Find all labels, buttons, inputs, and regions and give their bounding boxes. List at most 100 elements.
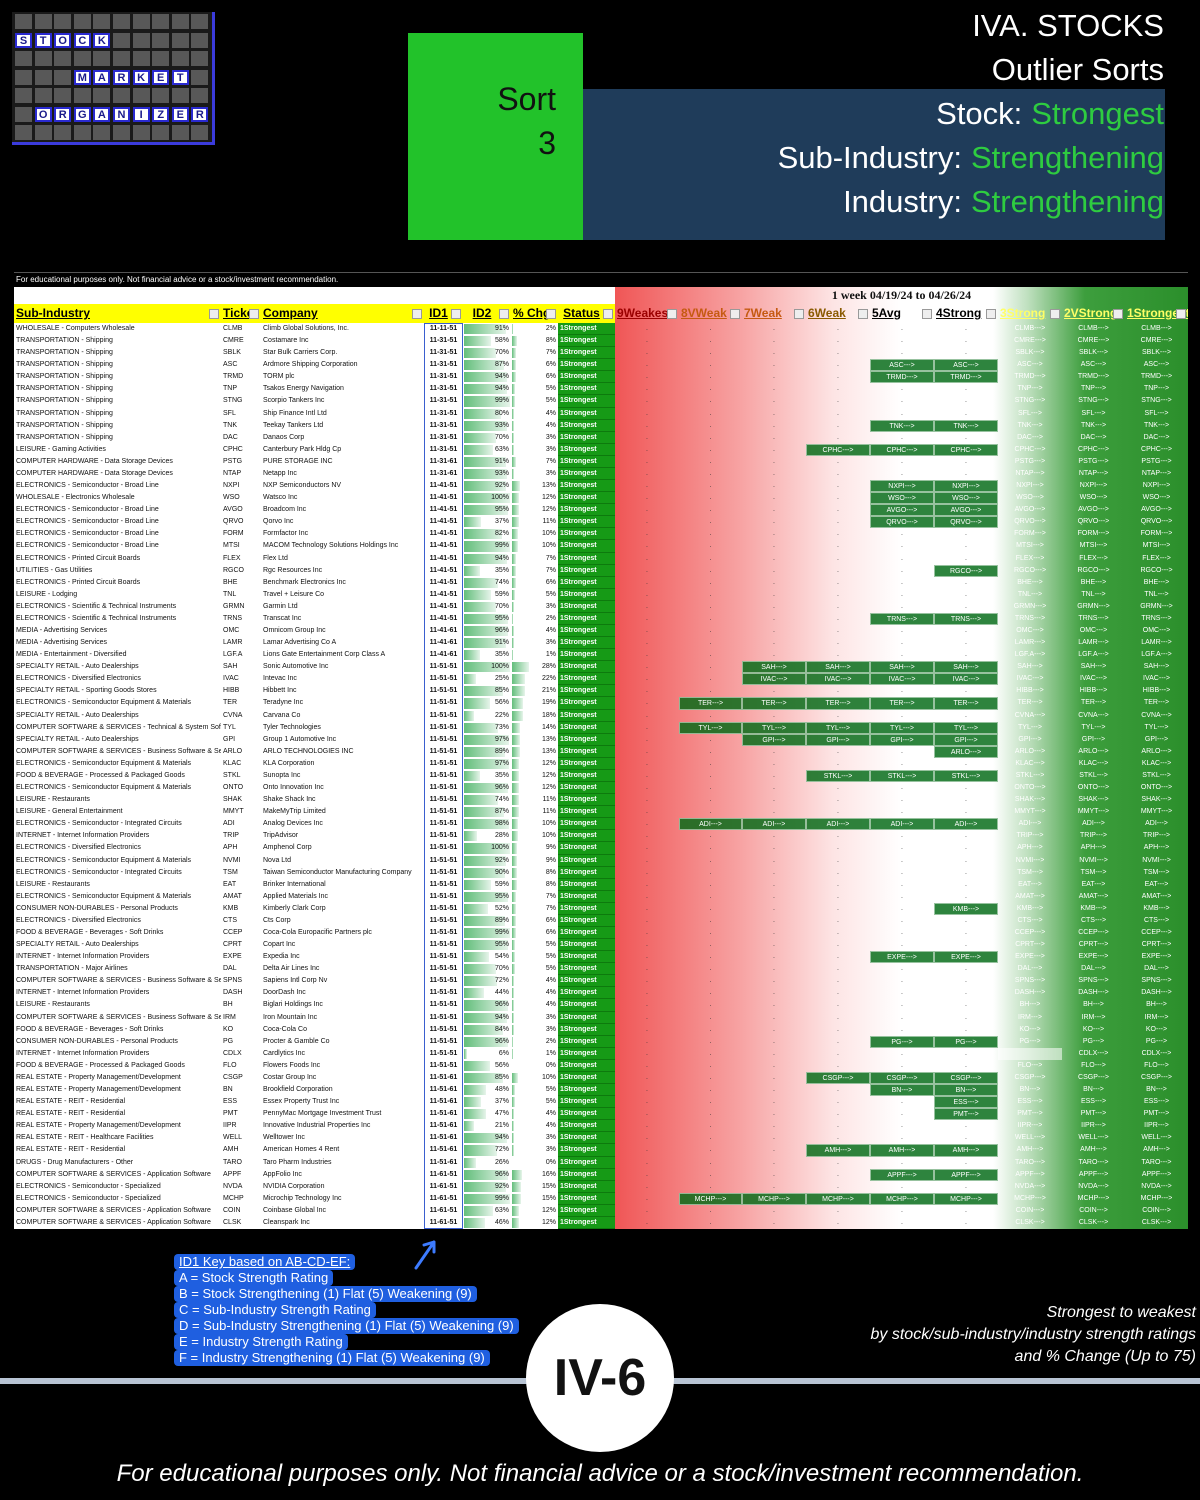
ticker-marker: TYL---> bbox=[679, 721, 742, 734]
ticker-marker: CSGP---> bbox=[806, 1071, 870, 1085]
logo-tile bbox=[132, 51, 150, 66]
key-line: ID1 Key based on AB-CD-EF: bbox=[174, 1254, 356, 1270]
logo-letter: C bbox=[73, 32, 91, 48]
empty-marker: . bbox=[965, 337, 967, 345]
empty-marker: . bbox=[901, 530, 903, 538]
id2-bar bbox=[464, 517, 482, 528]
empty-marker: . bbox=[773, 542, 775, 550]
criteria-label: Sub-Industry: bbox=[777, 140, 962, 175]
empty-marker: . bbox=[646, 953, 648, 961]
id1: 11-51-51 bbox=[429, 723, 458, 731]
pct-change: 7% bbox=[545, 349, 556, 357]
chg-bar bbox=[512, 988, 515, 999]
chg-bar bbox=[512, 420, 515, 431]
id1: 11-31-51 bbox=[429, 409, 458, 417]
id2-bar bbox=[464, 420, 507, 431]
pct-change: 18% bbox=[541, 711, 556, 719]
sub-industry: REAL ESTATE - Property Management/Develo… bbox=[16, 1086, 181, 1094]
status: 1Strongest bbox=[558, 673, 615, 686]
company: Cardlytics Inc bbox=[263, 1049, 306, 1057]
ticker-marker: BHE---> bbox=[1080, 578, 1107, 586]
status: 1Strongest bbox=[558, 407, 615, 420]
empty-marker: . bbox=[773, 1025, 775, 1033]
logo-tile bbox=[171, 51, 189, 66]
sub-industry: TRANSPORTATION - Shipping bbox=[16, 349, 113, 357]
ticker-marker: STKL---> bbox=[806, 769, 870, 783]
ticker-marker: TYL---> bbox=[806, 721, 870, 734]
logo-tile bbox=[73, 51, 91, 66]
pct-change: 4% bbox=[545, 1001, 556, 1009]
empty-marker: . bbox=[901, 325, 903, 332]
chg-bar bbox=[512, 855, 518, 866]
empty-marker: . bbox=[709, 361, 712, 369]
sub-industry: ELECTRONICS - Semiconductor - Broad Line bbox=[16, 518, 159, 526]
ticker-marker: TER---> bbox=[742, 697, 806, 710]
key-line: F = Industry Strengthening (1) Flat (5) … bbox=[174, 1350, 490, 1366]
sub-industry: SPECIALTY RETAIL - Sporting Goods Stores bbox=[16, 687, 157, 695]
company: Onto Innovation Inc bbox=[263, 784, 324, 792]
disclaimer: For educational purposes only. Not finan… bbox=[16, 275, 339, 284]
logo-tile bbox=[132, 32, 150, 48]
company: NXP Semiconductors NV bbox=[263, 482, 342, 490]
ticker: ESS bbox=[223, 1098, 238, 1106]
company: ARLO TECHNOLOGIES INC bbox=[263, 747, 354, 755]
column-header: 6Weak bbox=[806, 304, 870, 323]
empty-marker: . bbox=[646, 445, 648, 453]
empty-marker: . bbox=[773, 1037, 775, 1045]
logo-tile bbox=[15, 106, 32, 122]
empty-marker: . bbox=[773, 844, 775, 852]
chg-bar bbox=[512, 1121, 515, 1132]
chg-bar bbox=[512, 517, 519, 528]
id1: 11-51-51 bbox=[429, 916, 458, 924]
empty-marker: . bbox=[709, 1049, 712, 1057]
id1: 11-51-51 bbox=[429, 868, 458, 876]
ticker-marker: ADI---> bbox=[679, 818, 742, 831]
pct-change: 28% bbox=[541, 663, 556, 671]
id2-bar bbox=[464, 324, 506, 335]
id2-bar bbox=[464, 952, 489, 963]
empty-marker: . bbox=[837, 808, 839, 816]
logo-tile bbox=[54, 69, 72, 85]
empty-marker: . bbox=[837, 433, 839, 441]
id2: 59% bbox=[494, 590, 509, 598]
pct-change: 5% bbox=[545, 965, 556, 973]
ticker-marker: TER---> bbox=[1143, 699, 1170, 707]
ticker-marker: TYL---> bbox=[1018, 723, 1042, 731]
ticker-marker: NXPI---> bbox=[1016, 482, 1044, 490]
ticker-marker: NVDA---> bbox=[1141, 1182, 1172, 1190]
pct-change: 6% bbox=[545, 578, 556, 586]
empty-marker: . bbox=[773, 1146, 775, 1154]
chg-bar bbox=[512, 1072, 518, 1084]
status: 1Strongest bbox=[558, 395, 615, 408]
id2: 94% bbox=[494, 554, 509, 562]
empty-marker: . bbox=[709, 385, 712, 393]
id2-bar bbox=[464, 1133, 508, 1144]
status: 1Strongest bbox=[558, 431, 615, 444]
company: Iron Mountain Inc bbox=[263, 1013, 318, 1021]
id1: 11-51-51 bbox=[429, 711, 458, 719]
column-header: 5Avg bbox=[870, 304, 934, 323]
ticker-marker: GRMN---> bbox=[1140, 602, 1173, 610]
logo-letter: S bbox=[15, 32, 32, 48]
id1: 11-61-51 bbox=[429, 1170, 458, 1178]
empty-marker: . bbox=[773, 361, 775, 369]
company: Flex Ltd bbox=[263, 554, 288, 562]
empty-marker: . bbox=[901, 651, 903, 659]
sub-industry: WHOLESALE - Computers Wholesale bbox=[16, 325, 135, 332]
ticker: EXPE bbox=[223, 953, 242, 961]
id2: 92% bbox=[494, 856, 509, 864]
id2-bar bbox=[464, 1121, 474, 1132]
company: Shake Shack Inc bbox=[263, 796, 316, 804]
id2: 22% bbox=[494, 711, 509, 719]
ticker: TRMD bbox=[223, 373, 244, 381]
ticker-marker: TNL---> bbox=[1081, 590, 1106, 598]
empty-marker: . bbox=[709, 445, 712, 453]
id2-bar bbox=[464, 758, 509, 769]
id2: 96% bbox=[494, 1170, 509, 1178]
criteria: Stock: Strongest Sub-Industry: Strengthenin… bbox=[778, 96, 1164, 228]
ticker-marker: SBLK---> bbox=[1079, 349, 1108, 357]
empty-marker: . bbox=[773, 868, 775, 876]
empty-marker: . bbox=[965, 808, 967, 816]
status: 1Strongest bbox=[558, 1192, 615, 1205]
status: 1Strongest bbox=[558, 347, 615, 360]
